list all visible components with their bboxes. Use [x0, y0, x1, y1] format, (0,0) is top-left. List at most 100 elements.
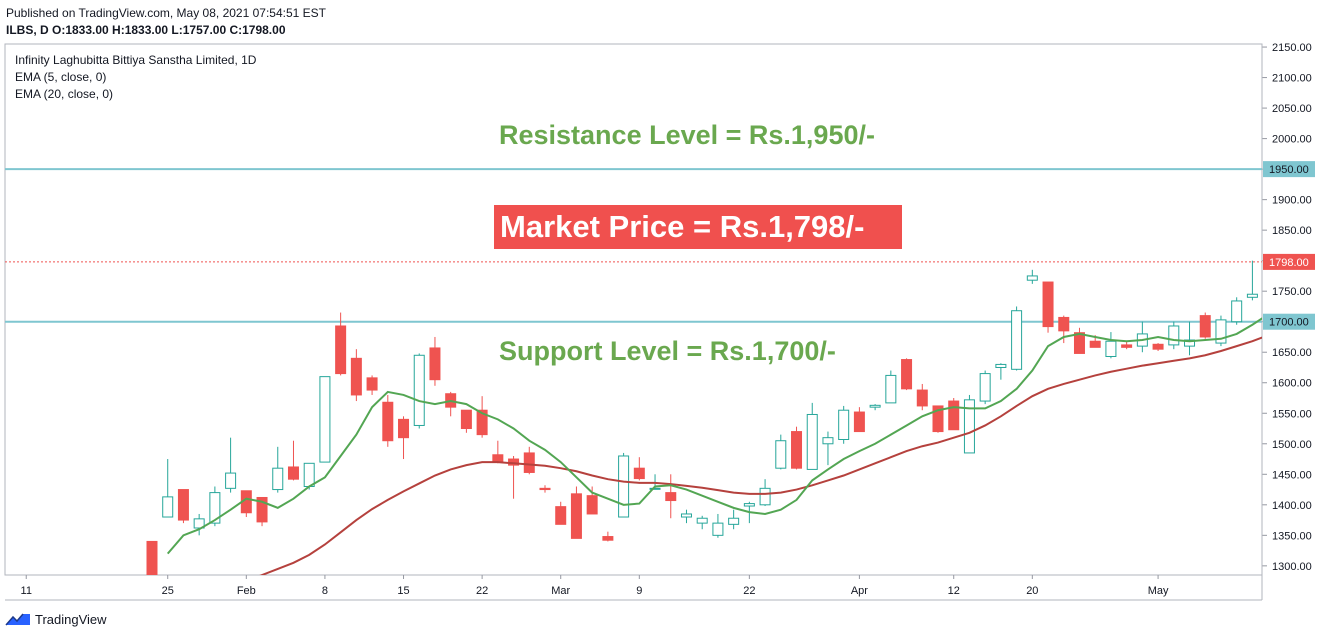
x-tick-label: Mar — [551, 585, 570, 597]
candle-body[interactable] — [1042, 281, 1054, 328]
candle-body[interactable] — [853, 411, 865, 433]
candle-body[interactable] — [885, 374, 897, 404]
support-price-label: 1700.00 — [1269, 317, 1309, 329]
x-tick-label: 8 — [322, 585, 328, 597]
candle-body[interactable] — [932, 405, 944, 433]
candle-body[interactable] — [838, 409, 850, 441]
ema5-line[interactable] — [166, 267, 1316, 555]
candle-body[interactable] — [398, 418, 410, 439]
candle-body[interactable] — [193, 518, 205, 529]
last-price-label: 1798.00 — [1269, 257, 1309, 269]
candles-group — [146, 211, 1316, 618]
candle-body[interactable] — [539, 487, 551, 491]
candle-body[interactable] — [429, 347, 441, 381]
y-tick-label: 1400.00 — [1272, 500, 1312, 512]
candle-body[interactable] — [177, 489, 189, 521]
candle-body[interactable] — [555, 506, 567, 525]
candle-body[interactable] — [476, 409, 488, 436]
candle-body[interactable] — [586, 495, 598, 515]
y-tick-label: 1300.00 — [1272, 561, 1312, 573]
candle-body[interactable] — [225, 472, 237, 489]
candle-body[interactable] — [350, 357, 362, 396]
candle-body[interactable] — [948, 400, 960, 431]
resistance-annotation: Resistance Level = Rs.1,950/- — [499, 120, 875, 150]
candle-body[interactable] — [618, 455, 630, 518]
candle-body[interactable] — [1152, 343, 1164, 350]
candle-body[interactable] — [1073, 332, 1085, 354]
candle-body[interactable] — [413, 354, 425, 426]
candle-body[interactable] — [209, 492, 221, 524]
candle-body[interactable] — [492, 454, 504, 463]
candle-body[interactable] — [1105, 340, 1117, 357]
candle-body[interactable] — [1215, 319, 1227, 344]
legend-ema5[interactable]: EMA (5, close, 0) — [15, 70, 107, 84]
candle-body[interactable] — [791, 431, 803, 469]
candle-body[interactable] — [728, 517, 740, 525]
candle-body[interactable] — [775, 440, 787, 469]
candle-body[interactable] — [1231, 300, 1243, 323]
candle-body[interactable] — [743, 503, 755, 507]
candle-body[interactable] — [1168, 325, 1180, 346]
y-tick-label: 2100.00 — [1272, 73, 1312, 85]
resistance-price-label: 1950.00 — [1269, 164, 1309, 176]
y-tick-label: 1750.00 — [1272, 286, 1312, 298]
y-tick-label: 1450.00 — [1272, 469, 1312, 481]
support-price-label-bg — [1263, 313, 1315, 330]
candle-body[interactable] — [1011, 310, 1023, 370]
candle-body[interactable] — [822, 437, 834, 445]
x-tick-label: 12 — [948, 585, 960, 597]
y-tick-label: 1650.00 — [1272, 347, 1312, 359]
x-tick-label: 22 — [476, 585, 488, 597]
candle-body[interactable] — [712, 522, 724, 536]
candle-body[interactable] — [759, 487, 771, 506]
resistance-price-label-bg — [1263, 161, 1315, 178]
candle-body[interactable] — [665, 492, 677, 502]
candle-body[interactable] — [696, 517, 708, 524]
y-tick-label: 2000.00 — [1272, 134, 1312, 146]
candle-body[interactable] — [1263, 211, 1273, 295]
candle-body[interactable] — [162, 496, 174, 518]
candle-body[interactable] — [1184, 339, 1196, 347]
candle-body[interactable] — [1121, 344, 1133, 348]
x-tick-label: May — [1148, 585, 1169, 597]
candle-body[interactable] — [1089, 340, 1101, 348]
candle-body[interactable] — [680, 513, 692, 518]
candle-body[interactable] — [1026, 275, 1038, 281]
candle-body[interactable] — [649, 487, 661, 490]
candle-body[interactable] — [303, 462, 315, 487]
ema20-line[interactable] — [168, 317, 1316, 618]
legend-ema20[interactable]: EMA (20, close, 0) — [15, 87, 114, 101]
candle-body[interactable] — [901, 359, 913, 390]
candle-body[interactable] — [869, 404, 881, 408]
candle-body[interactable] — [272, 467, 284, 491]
candle-body[interactable] — [382, 401, 394, 442]
candle-body[interactable] — [146, 540, 158, 575]
candle-body[interactable] — [1199, 315, 1211, 338]
candle-body[interactable] — [287, 466, 299, 480]
candle-body[interactable] — [256, 496, 268, 523]
candle-body[interactable] — [633, 467, 645, 480]
candle-body[interactable] — [460, 409, 472, 430]
candle-body[interactable] — [1246, 293, 1258, 298]
candle-body[interactable] — [319, 376, 331, 463]
x-tick-label: 9 — [636, 585, 642, 597]
candle-body[interactable] — [806, 413, 818, 470]
candle-body[interactable] — [963, 399, 975, 454]
x-tick-label: 15 — [397, 585, 409, 597]
y-tick-label: 1600.00 — [1272, 378, 1312, 390]
candle-body[interactable] — [602, 536, 614, 541]
published-note: Published on TradingView.com, May 08, 20… — [6, 6, 326, 20]
candle-body[interactable] — [916, 389, 928, 407]
candle-body[interactable] — [523, 452, 535, 473]
candle-body[interactable] — [1058, 316, 1070, 332]
tradingview-footer[interactable]: TradingView — [5, 611, 107, 627]
candle-body[interactable] — [995, 363, 1007, 368]
y-tick-label: 1850.00 — [1272, 225, 1312, 237]
market-price-annotation: Market Price = Rs.1,798/- — [494, 205, 902, 249]
candle-body[interactable] — [335, 325, 347, 375]
candle-body[interactable] — [979, 373, 991, 402]
candle-body[interactable] — [570, 493, 582, 539]
candle-body[interactable] — [366, 377, 378, 391]
